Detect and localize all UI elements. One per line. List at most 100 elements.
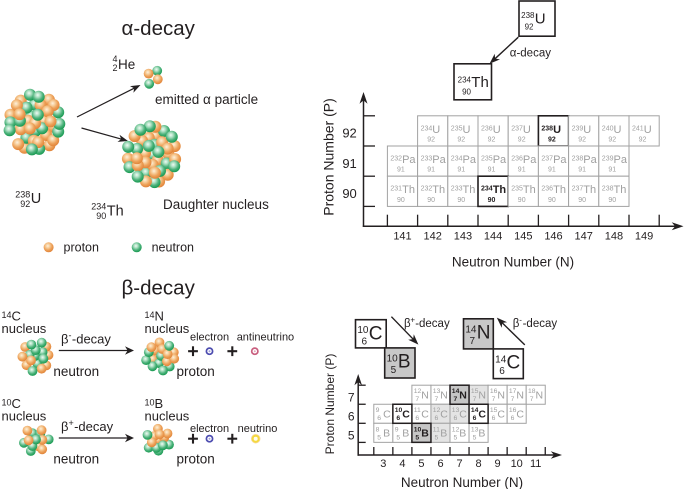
svg-text:Pa: Pa — [614, 154, 628, 166]
svg-text:N: N — [477, 323, 491, 344]
svg-text:7: 7 — [348, 390, 355, 404]
svg-text:antineutrino: antineutrino — [237, 332, 295, 344]
svg-text:5: 5 — [454, 434, 458, 441]
svg-text:N: N — [536, 389, 544, 401]
svg-text:91: 91 — [457, 167, 465, 174]
svg-text:B: B — [459, 428, 466, 440]
svg-text:β: β — [61, 332, 68, 347]
svg-text:6: 6 — [492, 415, 496, 422]
svg-text:6: 6 — [499, 366, 505, 377]
svg-text:7: 7 — [530, 396, 534, 403]
svg-text:231: 231 — [390, 186, 402, 193]
svg-text:Daughter nucleus: Daughter nucleus — [163, 197, 269, 212]
svg-text:4: 4 — [112, 54, 117, 64]
svg-text:B: B — [440, 428, 447, 440]
svg-text:141: 141 — [393, 231, 411, 243]
svg-text:6: 6 — [435, 415, 439, 422]
svg-text:10: 10 — [145, 398, 155, 408]
svg-text:7: 7 — [415, 396, 419, 403]
svg-text:Th: Th — [463, 184, 476, 196]
svg-text:-decay: -decay — [523, 318, 558, 330]
svg-text:92: 92 — [342, 126, 356, 141]
svg-text:+: + — [69, 418, 74, 428]
svg-text:149: 149 — [635, 231, 653, 243]
svg-text:neutron: neutron — [152, 241, 194, 255]
svg-text:146: 146 — [544, 231, 562, 243]
svg-text:C: C — [369, 324, 383, 345]
svg-text:C: C — [440, 408, 448, 420]
svg-text:5: 5 — [473, 434, 477, 441]
svg-text:Pa: Pa — [553, 154, 567, 166]
svg-text:B: B — [421, 428, 429, 440]
svg-text:8: 8 — [376, 426, 380, 433]
svg-text:N: N — [478, 389, 486, 401]
svg-text:236: 236 — [541, 186, 553, 193]
svg-text:90: 90 — [96, 211, 106, 221]
svg-text:235: 235 — [511, 186, 523, 193]
svg-text:92: 92 — [427, 137, 435, 144]
svg-text:-decay: -decay — [74, 419, 114, 434]
svg-text:2: 2 — [112, 63, 117, 73]
svg-text:α-decay: α-decay — [510, 48, 551, 60]
svg-text:neutrino: neutrino — [238, 423, 278, 435]
svg-text:91: 91 — [578, 167, 586, 174]
svg-text:90: 90 — [608, 197, 616, 204]
svg-text:7: 7 — [511, 396, 515, 403]
svg-text:239: 239 — [572, 125, 584, 132]
svg-text:91: 91 — [518, 167, 526, 174]
svg-text:7: 7 — [456, 458, 462, 470]
svg-text:17: 17 — [509, 388, 517, 395]
svg-text:143: 143 — [454, 231, 472, 243]
svg-text:10: 10 — [395, 407, 403, 414]
svg-text:14: 14 — [2, 310, 12, 320]
svg-text:18: 18 — [528, 388, 536, 395]
svg-text:233: 233 — [421, 156, 433, 163]
svg-text:6: 6 — [473, 415, 477, 422]
svg-text:237: 237 — [511, 125, 523, 132]
svg-text:U: U — [463, 124, 471, 136]
svg-text:5: 5 — [418, 458, 424, 470]
svg-text:3: 3 — [380, 458, 386, 470]
svg-text:232: 232 — [421, 186, 433, 193]
svg-text:11: 11 — [414, 407, 421, 414]
svg-text:147: 147 — [575, 231, 593, 243]
svg-text:proton: proton — [177, 452, 215, 467]
svg-text:90: 90 — [462, 88, 471, 97]
svg-text:238: 238 — [602, 186, 614, 193]
svg-text:B: B — [155, 396, 164, 411]
svg-text:7: 7 — [473, 396, 477, 403]
svg-text:C: C — [421, 408, 429, 420]
svg-text:C: C — [497, 408, 505, 420]
svg-text:92: 92 — [518, 137, 526, 144]
svg-text:5: 5 — [435, 434, 439, 441]
svg-text:β: β — [404, 318, 411, 330]
svg-text:Pa: Pa — [583, 154, 597, 166]
svg-text:electron: electron — [190, 423, 229, 435]
svg-text:Proton Number (P): Proton Number (P) — [320, 98, 336, 215]
svg-text:Th: Th — [553, 184, 566, 196]
svg-text:92: 92 — [525, 23, 534, 32]
svg-text:B: B — [383, 428, 390, 440]
svg-text:11: 11 — [530, 458, 541, 470]
svg-text:Th: Th — [523, 184, 536, 196]
svg-text:Th: Th — [471, 74, 489, 91]
svg-text:Pa: Pa — [463, 154, 477, 166]
svg-text:C: C — [507, 353, 521, 374]
svg-text:C: C — [459, 408, 467, 420]
svg-text:238: 238 — [521, 11, 535, 20]
svg-text:N: N — [516, 389, 524, 401]
svg-text:Th: Th — [402, 184, 415, 196]
svg-text:234: 234 — [458, 76, 472, 85]
svg-text:7: 7 — [469, 336, 475, 347]
svg-text:9: 9 — [395, 426, 399, 433]
svg-text:13: 13 — [452, 407, 460, 414]
svg-text:91: 91 — [608, 167, 616, 174]
svg-text:234: 234 — [481, 186, 493, 193]
svg-text:11: 11 — [433, 426, 440, 433]
svg-text:5: 5 — [377, 434, 381, 441]
svg-text:9: 9 — [495, 458, 501, 470]
svg-text:C: C — [478, 408, 486, 420]
svg-text:N: N — [497, 389, 505, 401]
svg-text:N: N — [459, 389, 467, 401]
svg-text:N: N — [155, 309, 164, 324]
